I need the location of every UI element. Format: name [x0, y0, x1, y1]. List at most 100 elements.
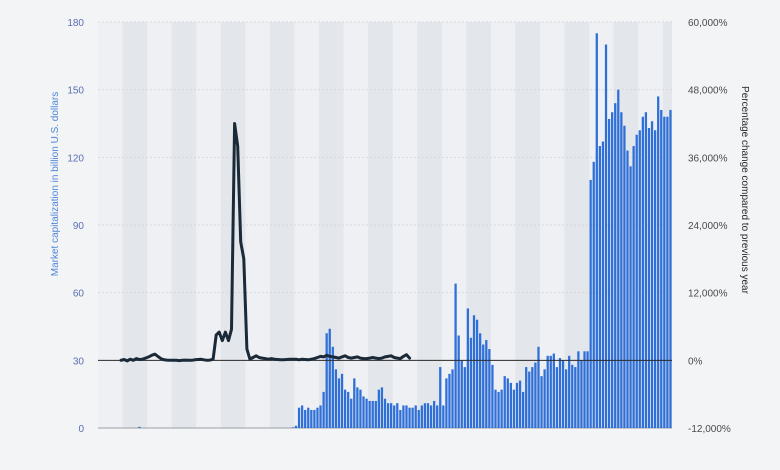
bar: [423, 403, 427, 428]
bar: [399, 409, 402, 428]
bar: [601, 141, 605, 429]
bar: [371, 400, 374, 428]
right-tick-label: 36,000%: [688, 153, 728, 164]
bar: [644, 112, 648, 428]
bar: [319, 405, 322, 428]
bar: [429, 405, 433, 428]
bar: [500, 389, 503, 428]
bar: [482, 344, 485, 428]
bar: [331, 346, 334, 428]
bar: [417, 409, 420, 428]
bar: [488, 349, 491, 428]
bar: [574, 367, 577, 428]
bar: [518, 380, 522, 428]
bar: [626, 150, 629, 429]
bar: [528, 371, 531, 428]
bar: [617, 89, 620, 429]
bar: [328, 328, 331, 428]
bar: [402, 405, 405, 428]
bar: [405, 405, 408, 428]
bar: [558, 358, 562, 428]
bar: [503, 376, 506, 428]
bar: [377, 389, 380, 428]
bar: [460, 360, 463, 428]
bar: [439, 367, 442, 428]
right-tick-label: 12,000%: [688, 289, 728, 300]
bar: [457, 335, 460, 428]
bar: [589, 179, 592, 428]
bar: [549, 355, 552, 428]
bar: [479, 333, 482, 428]
bar: [577, 351, 580, 428]
bar: [304, 409, 307, 428]
bar: [325, 333, 328, 428]
bar: [442, 405, 445, 428]
bar: [564, 369, 568, 428]
bar: [571, 364, 574, 428]
left-axis-title: Market capitalization in billion U.S. do…: [50, 92, 61, 277]
right-axis-ticks: -12,000% 0% 12,000% 24,000% 36,000% 48,000% 60…: [688, 18, 731, 435]
bar: [546, 355, 549, 428]
bar: [534, 362, 537, 428]
bar: [138, 426, 141, 428]
bar: [531, 367, 534, 428]
bar: [537, 346, 540, 428]
bar: [543, 369, 546, 428]
bar: [396, 403, 399, 428]
bar: [390, 403, 393, 428]
bar: [647, 128, 651, 428]
left-tick-label: 150: [67, 86, 84, 97]
bar: [525, 367, 528, 428]
bar: [469, 337, 473, 428]
bar: [383, 398, 387, 428]
bar: [641, 116, 644, 428]
bar: [454, 283, 457, 428]
right-tick-label: 24,000%: [688, 221, 728, 232]
bar: [509, 382, 512, 428]
bar: [313, 409, 316, 428]
bar: [353, 378, 356, 428]
bar: [521, 391, 525, 428]
right-tick-label: 0%: [688, 356, 703, 367]
bar: [362, 396, 365, 428]
bar: [411, 407, 414, 428]
bar: [350, 398, 353, 428]
bar: [494, 389, 497, 428]
bar: [365, 398, 368, 428]
bar: [580, 360, 583, 428]
bar: [297, 407, 301, 428]
left-tick-label: 0: [78, 424, 84, 435]
bar: [604, 44, 608, 429]
bar: [540, 376, 543, 428]
bar: [629, 166, 632, 428]
bar: [408, 407, 411, 428]
bar: [380, 387, 384, 428]
bar: [598, 146, 602, 429]
bar: [466, 308, 470, 428]
bar: [426, 403, 430, 428]
bar: [485, 340, 488, 428]
bar: [614, 103, 617, 428]
bar: [343, 389, 347, 428]
bar: [334, 369, 338, 428]
bar: [432, 400, 436, 428]
bar: [337, 378, 341, 428]
bar: [595, 33, 598, 429]
bar: [669, 109, 672, 428]
bar: [475, 319, 479, 428]
bar: [414, 405, 417, 428]
bar: [586, 351, 589, 428]
bar: [445, 378, 448, 428]
bar: [620, 112, 623, 428]
bar: [451, 369, 454, 428]
bar: [359, 389, 362, 428]
bar: [386, 403, 390, 428]
line-series-percentage-change: [119, 122, 412, 363]
bar: [592, 161, 595, 428]
bar: [657, 96, 660, 428]
bar: [561, 360, 565, 428]
bar: [310, 409, 313, 428]
bar: [650, 121, 654, 428]
bar: [307, 407, 310, 428]
